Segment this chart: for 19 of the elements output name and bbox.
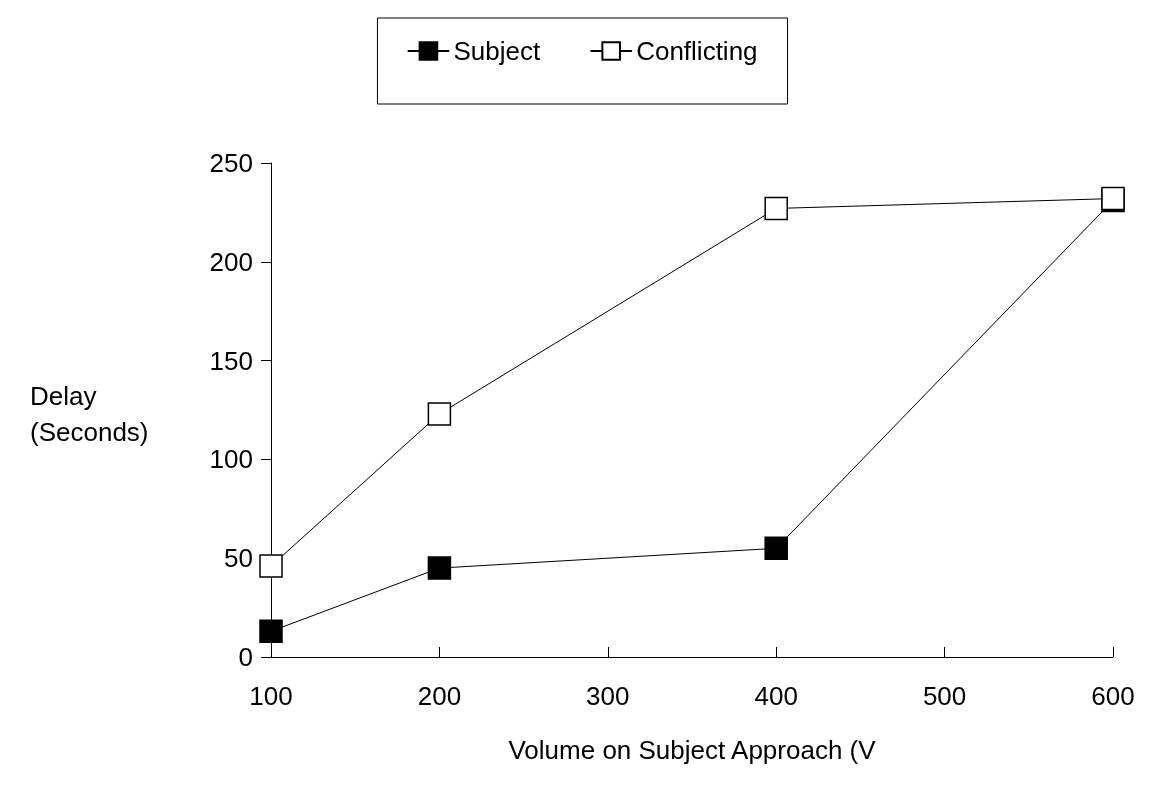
y-axis-title: Delay (Seconds) (30, 381, 149, 447)
x-tick-label: 300 (586, 681, 630, 711)
y-tick-label: 0 (238, 642, 253, 672)
x-tick-label: 400 (754, 681, 798, 711)
y-tick-label: 250 (209, 148, 253, 178)
point (764, 536, 788, 561)
legend-label: Conflicting (636, 36, 758, 66)
x-tick-label: 100 (249, 681, 293, 711)
y-tick-label: 100 (209, 444, 253, 475)
legend-label: Subject (453, 36, 541, 66)
y-tick-label: 50 (224, 543, 253, 574)
point (427, 556, 452, 580)
point (259, 619, 283, 644)
x-tick-label: 600 (1091, 681, 1135, 711)
x-axis-title: Volume on Subject Approach (V (508, 735, 877, 765)
x-tick-label: 200 (417, 681, 462, 711)
y-tick-label: 150 (209, 345, 253, 376)
x-tick-label: 500 (922, 681, 967, 711)
y-tick-label: 200 (209, 246, 253, 277)
